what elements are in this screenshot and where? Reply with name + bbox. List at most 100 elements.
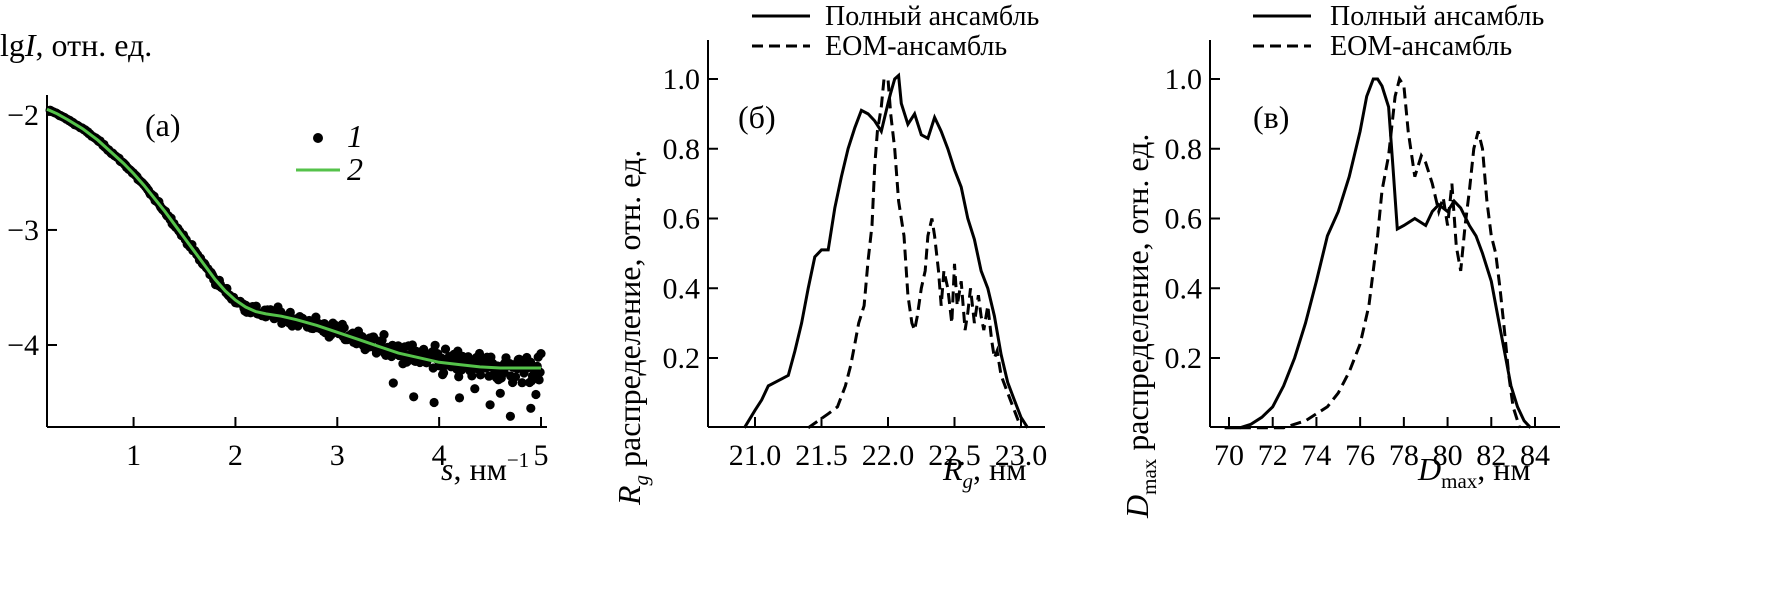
data-point [470,384,480,394]
panel-a-x-label-rest: , нм [453,451,506,487]
panel-c-panel-label: (в) [1253,99,1289,135]
data-point [534,375,544,385]
panel-b-x-label-sub: g [963,469,974,493]
panel-b: 21.0 21.5 22.0 22.5 23.0 0.2 0.4 0.6 0.8 1.0 Rg … [611,1,1047,506]
x-tick-label: 80 [1433,439,1463,472]
panel-a-y-label-prefix: lg [0,27,25,63]
panel-c-x-label-sub: max [1441,469,1478,493]
panel-c-x-label: Dmax, нм [1417,451,1531,493]
data-point [429,397,439,408]
x-tick-label: 4 [432,439,447,472]
data-point [495,388,505,398]
x-tick-label: 70 [1214,439,1244,472]
panel-b-y-label: Rg распределение, отн. ед. [611,150,653,506]
panel-c-legend-label-full: Полный ансамбль [1330,1,1544,32]
x-tick-label: 2 [228,439,243,472]
panel-a-y-label: lgI, отн. ед. [0,27,152,63]
x-tick-label: 23.0 [995,439,1048,472]
panel-a-legend: 1 2 [296,118,363,187]
panel-b-x-label-var: R [942,451,963,487]
data-point [285,307,295,317]
panel-c-y-label: Dmax распределение, отн. ед. [1119,134,1161,519]
panel-a-x-label-var: s [441,451,453,487]
panel-b-curve-eom [807,77,1023,430]
x-tick-label: 76 [1345,439,1375,472]
x-tick-label: 74 [1301,439,1331,472]
panel-a-legend-marker-1 [313,133,323,143]
panel-c-y-label-var: D [1119,495,1155,519]
panel-c-x-label-rest: , нм [1477,451,1530,487]
panel-b-legend-label-full: Полный ансамбль [825,1,1039,32]
y-tick-label: −4 [7,329,39,362]
panel-b-y-label-sub: g [629,475,653,486]
y-tick-label: 0.8 [1165,133,1203,166]
data-point [535,367,545,377]
panel-b-legend-label-eom: EOM-ансамбль [825,31,1007,62]
panel-c-legend-label-eom: EOM-ансамбль [1330,31,1512,62]
panel-a-fit-curve [46,107,541,370]
data-point [505,411,515,421]
data-point [251,301,261,311]
panel-a-legend-label-1: 1 [347,118,363,154]
x-tick-label: 84 [1520,439,1550,472]
y-tick-label: 0.6 [1165,203,1203,236]
panel-b-y-ticks: 0.2 0.4 0.6 0.8 1.0 [663,63,718,375]
x-tick-label: 72 [1258,439,1288,472]
y-tick-label: −2 [7,99,39,132]
x-tick-label: 3 [330,439,345,472]
data-point [379,330,389,340]
y-tick-label: 0.2 [1165,342,1203,375]
data-point [510,372,521,382]
panel-b-panel-label: (б) [738,99,776,135]
panel-c-y-label-rest: распределение, отн. ед. [1119,134,1155,459]
y-tick-label: 0.4 [1165,272,1203,305]
panel-b-y-label-rest: распределение, отн. ед. [611,150,647,475]
panel-c-y-ticks: 0.2 0.4 0.6 0.8 1.0 [1165,63,1220,375]
x-tick-label: 82 [1476,439,1506,472]
panel-a-points [45,105,546,421]
panel-c-y-label-sub: max [1137,458,1161,495]
panel-c-legend: Полный ансамбль EOM-ансамбль [1253,1,1544,62]
x-tick-label: 5 [534,439,549,472]
panel-c-x-ticks: 70 72 74 76 78 80 82 84 [1214,417,1550,472]
data-point [517,378,527,388]
y-tick-label: 0.8 [663,133,701,166]
y-tick-label: 1.0 [663,63,701,96]
data-point [536,349,546,359]
x-tick-label: 21.0 [729,439,782,472]
panel-b-x-ticks: 21.0 21.5 22.0 22.5 23.0 [729,417,1048,472]
y-tick-label: −3 [7,214,39,247]
panel-a-y-label-var: I [24,27,37,63]
data-point [463,352,473,362]
y-tick-label: 0.6 [663,203,701,236]
x-tick-label: 22.5 [928,439,981,472]
y-tick-label: 1.0 [1165,63,1203,96]
data-point [526,403,536,413]
data-point [430,340,440,350]
panel-a-y-ticks: −2 −3 −4 [7,99,57,362]
panel-b-x-label: Rg, нм [942,451,1026,493]
panel-c-x-label-var: D [1417,451,1441,487]
data-point [454,393,465,403]
panel-c-curve-eom [1239,75,1522,430]
panel-b-curve-full [743,72,1029,429]
panel-b-legend: Полный ансамбль EOM-ансамбль [752,1,1039,62]
data-point [531,389,541,400]
panel-a-x-label-exp: −1 [507,448,529,472]
data-point [440,344,451,354]
panel-a-legend-label-2: 2 [347,151,363,187]
x-tick-label: 22.0 [862,439,915,472]
data-point [409,392,419,402]
panel-a-x-ticks: 1 2 3 4 5 [126,417,549,472]
data-point [485,400,495,410]
panel-a-panel-label: (а) [145,107,181,143]
panel-c: 70 72 74 76 78 80 82 84 0.2 0.4 0.6 0.8 1.0 Dmax ра… [1119,1,1560,519]
data-point [339,323,349,333]
panel-b-y-label-var: R [611,485,647,506]
y-tick-label: 0.4 [663,272,701,305]
panel-a-x-label: s, нм−1 [441,448,529,487]
y-tick-label: 0.2 [663,342,701,375]
panel-a-y-label-rest: , отн. ед. [36,27,153,63]
